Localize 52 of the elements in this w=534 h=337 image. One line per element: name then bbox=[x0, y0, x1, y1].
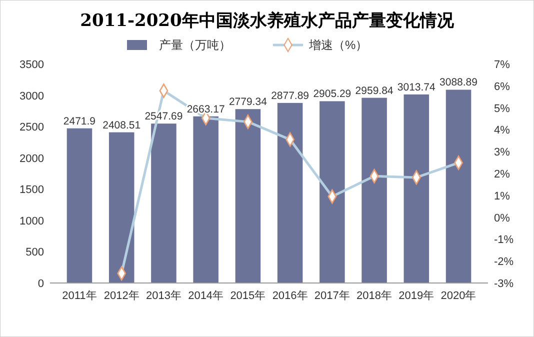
bar bbox=[193, 116, 218, 283]
bar bbox=[235, 109, 261, 283]
y2-tick-label: 5% bbox=[494, 102, 510, 115]
data-label: 3013.74 bbox=[397, 81, 436, 94]
y-tick-label: 3500 bbox=[20, 59, 44, 71]
x-tick-label: 2013年 bbox=[146, 290, 182, 302]
y2-tick-label: 1% bbox=[494, 190, 510, 202]
y-tick-label: 3000 bbox=[20, 90, 44, 102]
legend-label: 增速（%） bbox=[308, 38, 368, 52]
legend-label: 产量（万吨） bbox=[159, 38, 231, 52]
y2-tick-label: 4% bbox=[494, 124, 510, 137]
bar bbox=[66, 128, 92, 283]
data-label: 2663.17 bbox=[186, 103, 225, 116]
data-label: 2471.9 bbox=[63, 115, 96, 128]
data-label: 2779.34 bbox=[228, 96, 268, 108]
bar bbox=[108, 132, 134, 283]
data-label: 2547.69 bbox=[144, 110, 183, 123]
x-tick-label: 2020年 bbox=[440, 290, 476, 302]
y-tick-label: 2000 bbox=[20, 152, 44, 165]
bar bbox=[320, 101, 345, 283]
x-tick-label: 2012年 bbox=[104, 290, 140, 302]
x-tick-label: 2017年 bbox=[314, 290, 350, 302]
y2-tick-label: 0% bbox=[494, 212, 510, 224]
x-tick-label: 2014年 bbox=[188, 290, 224, 302]
bar bbox=[404, 94, 430, 283]
y-tick-label: 500 bbox=[26, 246, 44, 259]
y-tick-label: 1500 bbox=[20, 184, 44, 196]
y2-tick-label: 2% bbox=[494, 168, 510, 180]
y2-tick-label: 7% bbox=[494, 59, 510, 71]
bar bbox=[277, 102, 303, 283]
x-tick-label: 2011年 bbox=[62, 290, 97, 302]
y2-tick-label: 3% bbox=[494, 146, 510, 159]
data-label: 2959.84 bbox=[355, 84, 394, 97]
data-label: 3088.89 bbox=[440, 76, 478, 89]
x-tick-label: 2018年 bbox=[356, 290, 392, 302]
bar bbox=[362, 98, 387, 283]
data-label: 2408.51 bbox=[102, 119, 141, 132]
y2-tick-label: 6% bbox=[494, 80, 510, 93]
y-tick-label: 0 bbox=[38, 278, 44, 290]
data-label: 2877.89 bbox=[271, 90, 310, 102]
y2-tick-label: -1% bbox=[494, 234, 514, 246]
bar bbox=[446, 90, 472, 283]
y2-tick-label: -2% bbox=[494, 256, 514, 268]
y2-tick-label: -3% bbox=[494, 278, 514, 290]
x-tick-label: 2016年 bbox=[272, 290, 308, 302]
bar bbox=[151, 124, 176, 283]
x-tick-label: 2015年 bbox=[230, 290, 266, 302]
y-tick-label: 2500 bbox=[20, 122, 44, 134]
y-tick-label: 1000 bbox=[20, 215, 44, 228]
data-label: 2905.29 bbox=[313, 88, 352, 100]
chart-title: 2011-2020年中国淡水养殖水产品产量变化情况 bbox=[80, 11, 455, 31]
x-tick-label: 2019年 bbox=[398, 290, 434, 302]
